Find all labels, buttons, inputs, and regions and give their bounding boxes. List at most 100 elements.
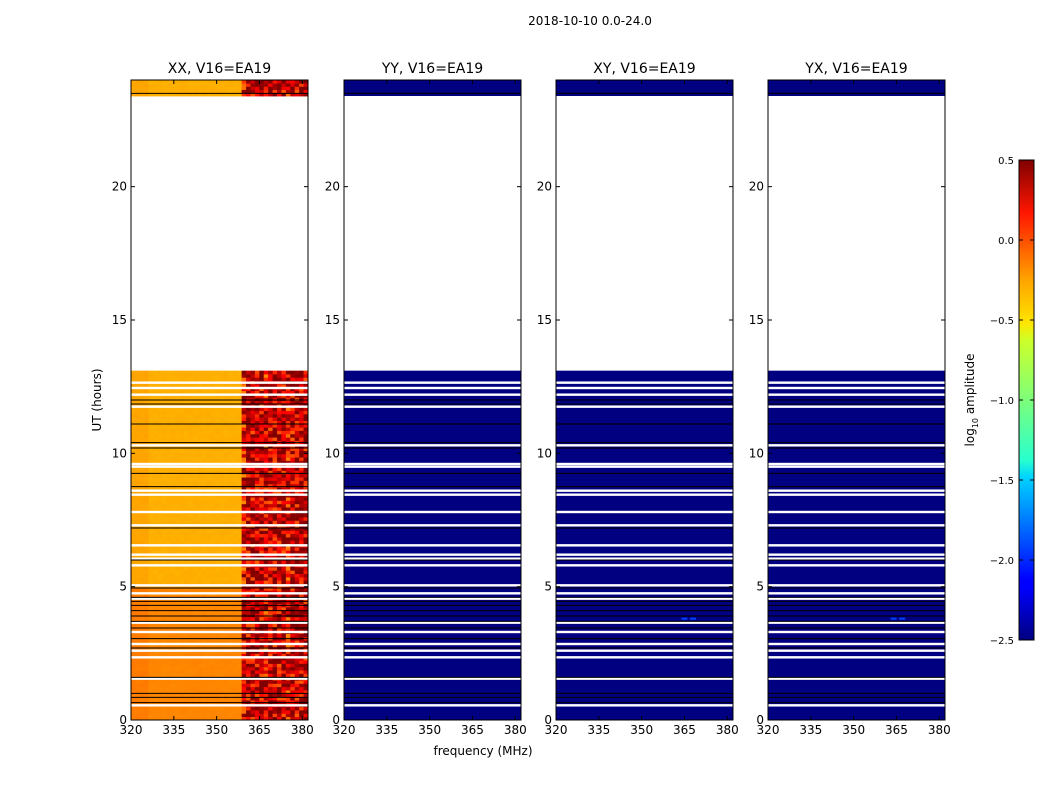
heatmap-cell xyxy=(210,83,216,87)
heatmap-cell xyxy=(197,613,203,618)
heatmap-cell xyxy=(237,520,243,525)
heatmap-cell xyxy=(272,646,278,651)
heatmap-cell xyxy=(175,660,181,664)
heatmap-cell xyxy=(157,433,163,438)
heatmap-cell xyxy=(263,437,269,441)
heatmap-cell xyxy=(192,606,198,611)
heatmap-cell xyxy=(179,433,185,438)
heatmap-cell xyxy=(277,650,282,654)
heatmap-cell xyxy=(131,593,136,598)
heatmap-cell xyxy=(290,490,296,495)
heatmap-cell xyxy=(272,450,278,455)
heatmap-cell xyxy=(215,417,220,421)
heatmap-cell xyxy=(184,643,189,648)
heatmap-cell xyxy=(290,606,296,611)
flag-gap-row xyxy=(768,544,945,547)
heatmap-cell xyxy=(285,517,291,521)
heatmap-cell xyxy=(272,537,278,541)
heatmap-cell xyxy=(281,433,287,438)
heatmap-cell xyxy=(148,513,154,518)
heatmap-cell xyxy=(219,447,225,451)
heatmap-cell xyxy=(268,450,273,455)
heatmap-cell xyxy=(144,480,150,485)
heatmap-cell xyxy=(148,633,154,638)
heatmap-cell xyxy=(197,533,203,538)
heatmap-cell xyxy=(268,700,273,704)
heatmap-cell xyxy=(228,503,234,508)
heatmap-cell xyxy=(144,430,150,435)
heatmap-cell xyxy=(241,576,247,581)
heatmap-cell xyxy=(135,89,141,94)
heatmap-cell xyxy=(161,606,167,611)
heatmap-cell xyxy=(210,566,216,571)
heatmap-cell xyxy=(303,643,309,648)
y-tick-label: 5 xyxy=(332,580,340,594)
heatmap-cell xyxy=(237,383,243,388)
heatmap-cell xyxy=(179,507,185,511)
heatmap-cell xyxy=(254,626,260,631)
heatmap-cell xyxy=(250,453,256,458)
heatmap-cell xyxy=(170,377,176,382)
heatmap-cell xyxy=(241,500,247,505)
x-tick-label: 365 xyxy=(461,723,484,737)
heatmap-cell xyxy=(237,683,243,688)
heatmap-cell xyxy=(135,586,141,591)
heatmap-cell xyxy=(192,470,198,475)
heatmap-cell xyxy=(223,433,229,438)
heatmap-cell xyxy=(144,533,150,538)
heatmap-cell xyxy=(268,520,273,525)
heatmap-cell xyxy=(144,580,150,584)
heatmap-cell xyxy=(246,593,251,598)
heatmap-cell xyxy=(223,473,229,478)
heatmap-cell xyxy=(206,500,212,505)
heatmap-cell xyxy=(241,633,247,638)
heatmap-cell xyxy=(272,400,278,405)
heatmap-cell xyxy=(197,530,203,535)
heatmap-cell xyxy=(277,670,282,674)
flag-gap-row xyxy=(344,592,521,595)
heatmap-cell xyxy=(277,700,282,704)
heatmap-cell xyxy=(192,673,198,678)
heatmap-cell xyxy=(241,507,247,511)
heatmap-cell xyxy=(131,460,136,465)
heatmap-cell xyxy=(219,92,225,97)
heatmap-cell xyxy=(246,586,251,591)
heatmap-cell xyxy=(139,500,145,505)
heatmap-cell xyxy=(299,633,304,638)
heatmap-cell xyxy=(148,626,154,631)
heatmap-cell xyxy=(263,497,269,501)
heatmap-cell xyxy=(285,437,291,441)
heatmap-cell xyxy=(215,573,220,578)
heatmap-cell xyxy=(228,537,234,541)
heatmap-cell xyxy=(157,407,163,411)
heatmap-cell xyxy=(184,427,189,431)
heatmap-cell xyxy=(299,490,304,495)
heatmap-cell xyxy=(228,473,234,478)
heatmap-cell xyxy=(272,480,278,485)
heatmap-cell xyxy=(303,470,309,475)
heatmap-cell xyxy=(131,420,136,425)
heatmap-cell xyxy=(272,437,278,441)
flag-gap-row xyxy=(131,544,308,547)
heatmap-cell xyxy=(175,80,181,84)
heatmap-cell xyxy=(148,673,154,678)
heatmap-cell xyxy=(201,517,207,521)
heatmap-cell xyxy=(184,600,189,604)
colorbar-tick-label: −1.5 xyxy=(990,476,1014,487)
heatmap-cell xyxy=(277,626,282,631)
heatmap-cell xyxy=(254,660,260,664)
heatmap-cell xyxy=(246,660,251,664)
heatmap-cell xyxy=(215,497,220,501)
flag-gap-row xyxy=(768,649,945,652)
heatmap-cell xyxy=(285,580,291,584)
heatmap-cell xyxy=(197,633,203,638)
heatmap-cell xyxy=(170,706,176,711)
heatmap-cell xyxy=(157,710,163,714)
heatmap-cell xyxy=(175,646,181,651)
heatmap-cell xyxy=(241,593,247,598)
heatmap-cell xyxy=(254,423,260,428)
heatmap-cell xyxy=(197,433,203,438)
heatmap-cell xyxy=(277,580,282,584)
heatmap-cell xyxy=(161,500,167,505)
heatmap-cell xyxy=(219,89,225,94)
